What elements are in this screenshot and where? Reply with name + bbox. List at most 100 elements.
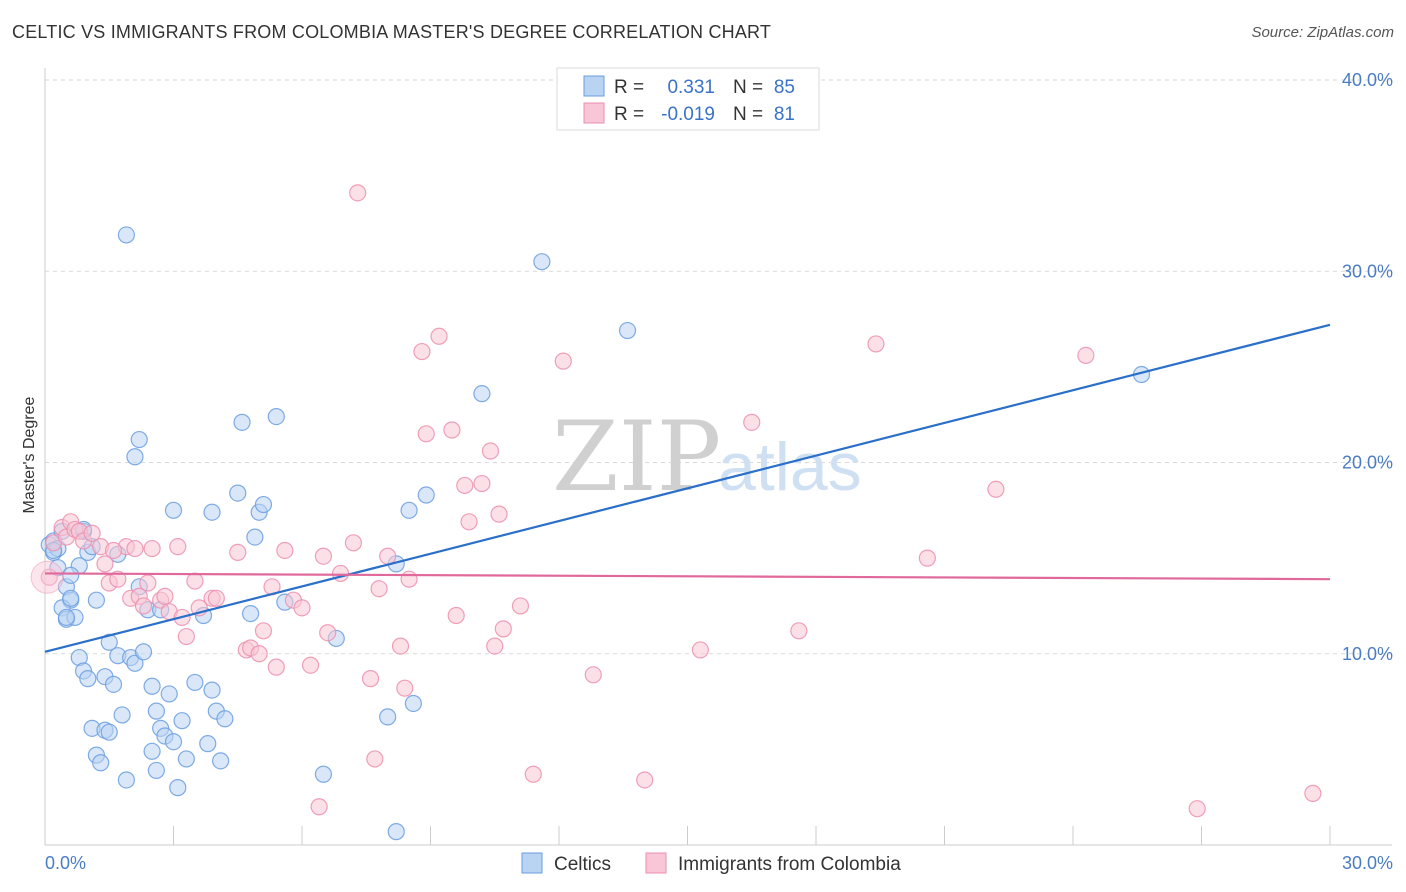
colombia-point	[96, 555, 114, 573]
celtics-point	[79, 670, 97, 688]
colombia-points	[30, 184, 1322, 818]
colombia-point	[349, 184, 367, 202]
colombia-point	[207, 589, 225, 607]
colombia-point	[391, 637, 410, 655]
stats-n-celtics: 85	[774, 77, 795, 98]
legend-label-celtics: Celtics	[554, 854, 611, 875]
colombia-point	[456, 476, 474, 495]
celtics-point	[130, 430, 148, 449]
celtics-point	[117, 226, 135, 244]
celtics-point	[126, 654, 144, 672]
celtics-point	[87, 591, 106, 609]
celtics-point	[100, 723, 118, 741]
colombia-point	[134, 597, 153, 615]
celtics-point	[57, 608, 76, 627]
celtics-trend-line	[44, 323, 1331, 653]
y-tick-label: 20.0%	[1342, 453, 1393, 473]
colombia-point	[460, 513, 478, 531]
colombia-point	[126, 539, 144, 558]
celtics-point	[147, 761, 165, 780]
celtics-point	[104, 675, 123, 693]
colombia-point	[867, 335, 885, 353]
celtics-point	[62, 566, 80, 584]
watermark-zip: ZIP	[552, 401, 721, 513]
y-tick-label: 40.0%	[1342, 70, 1393, 90]
celtics-point	[203, 681, 221, 699]
axes	[44, 68, 1392, 846]
y-tick-label: 30.0%	[1342, 261, 1393, 281]
x-tick-label: 0.0%	[45, 853, 86, 873]
trend-lines	[44, 323, 1331, 653]
colombia-point	[691, 641, 709, 659]
colombia-point	[276, 541, 294, 560]
colombia-point	[413, 342, 431, 361]
colombia-point	[430, 327, 448, 345]
celtics-point	[143, 677, 161, 695]
colombia-point	[486, 637, 504, 655]
x-tick-label: 30.0%	[1342, 853, 1393, 873]
stats-n-colombia: 81	[774, 104, 795, 125]
celtics-point	[618, 321, 637, 340]
colombia-point	[554, 352, 572, 370]
colombia-point	[186, 572, 204, 590]
celtics-point	[160, 685, 178, 703]
celtics-point	[400, 501, 418, 519]
colombia-point	[524, 765, 542, 783]
celtics-point	[387, 823, 405, 841]
colombia-point	[473, 474, 491, 493]
colombia-point	[918, 549, 936, 567]
celtics-point	[62, 589, 80, 607]
celtics-point	[134, 643, 153, 661]
colombia-point	[443, 421, 461, 439]
colombia-point	[790, 622, 808, 640]
stats-r-label: R =	[614, 104, 644, 125]
celtics-point	[147, 702, 165, 720]
colombia-point	[104, 541, 123, 560]
celtics-point	[212, 752, 230, 770]
celtics-point	[203, 503, 221, 521]
celtics-point	[164, 501, 183, 519]
colombia-point	[481, 442, 500, 460]
colombia-point	[229, 543, 247, 561]
colombia-point	[139, 574, 157, 592]
watermark-atlas: atlas	[718, 429, 862, 505]
colombia-point	[109, 570, 127, 588]
colombia-point	[417, 425, 435, 443]
celtics-point	[100, 633, 118, 651]
colombia-point	[143, 539, 161, 558]
colombia-point	[267, 658, 285, 676]
celtics-point	[404, 694, 422, 713]
colombia-point	[400, 570, 418, 588]
colombia-point	[366, 750, 384, 768]
colombia-point	[584, 666, 602, 684]
colombia-point	[396, 679, 414, 697]
celtics-point	[314, 765, 333, 783]
celtics-point	[173, 712, 191, 730]
colombia-point	[1304, 784, 1322, 802]
celtics-point	[473, 385, 491, 403]
celtics-point	[117, 771, 135, 789]
colombia-point	[1077, 346, 1095, 364]
source-label: Source: ZipAtlas.com	[1251, 24, 1394, 41]
chart-title: CELTIC VS IMMIGRANTS FROM COLOMBIA MASTE…	[12, 22, 772, 42]
bottom-legend: Celtics Immigrants from Colombia	[521, 852, 901, 875]
celtics-point	[199, 735, 217, 753]
celtics-point	[267, 408, 285, 426]
celtics-point	[417, 486, 435, 504]
x-tick-labels: 0.0% 30.0%	[45, 853, 1393, 873]
colombia-point	[379, 547, 397, 565]
colombia-point	[1188, 800, 1206, 818]
colombia-trend-line	[44, 572, 1331, 581]
colombia-point	[344, 534, 362, 552]
stats-r-colombia: -0.019	[661, 104, 715, 125]
colombia-point	[490, 505, 508, 523]
colombia-point	[83, 524, 101, 542]
celtics-point	[379, 708, 397, 726]
celtics-points	[40, 226, 1151, 841]
colombia-point	[743, 413, 761, 431]
legend-label-colombia: Immigrants from Colombia	[678, 854, 901, 875]
celtics-point	[254, 495, 273, 514]
celtics-point	[242, 604, 260, 623]
colombia-point	[511, 597, 530, 615]
